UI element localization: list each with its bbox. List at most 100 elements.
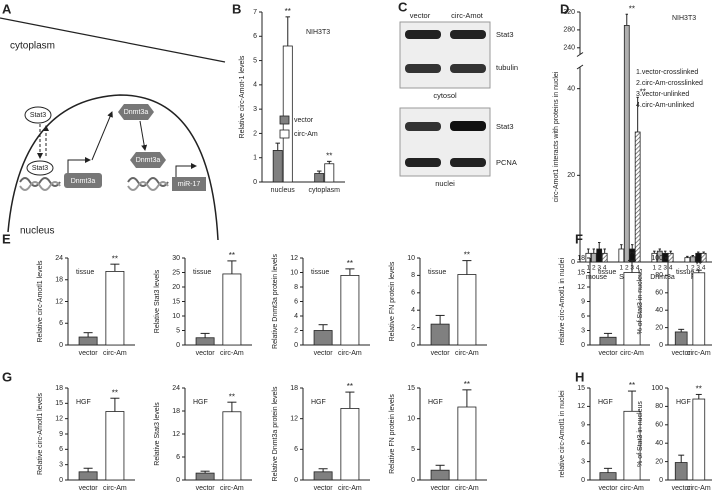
bar	[222, 273, 242, 346]
x-tick-label: circ-Am	[687, 350, 711, 357]
y-tick-label: 6	[59, 320, 63, 327]
western-blot: vector circ-Amot Stat3 tubulin cytosol S…	[399, 11, 518, 188]
x-tick-label: circ-Am	[687, 485, 711, 492]
legend-swatch	[279, 129, 290, 139]
y-tick-label: 280	[563, 27, 575, 34]
blot-row: Stat3	[496, 30, 514, 39]
band	[405, 158, 441, 167]
y-tick-label: 15	[172, 298, 180, 305]
bar-label: 1	[653, 265, 657, 272]
significance: **	[326, 151, 332, 160]
y-tick-label: 24	[55, 255, 63, 262]
bar	[618, 248, 625, 263]
bar	[78, 336, 98, 346]
bar	[195, 337, 215, 346]
panel-label: F	[575, 231, 583, 246]
y-tick-label: 80	[655, 403, 663, 410]
band	[405, 64, 441, 73]
x-tick-label: circ-Am	[620, 485, 644, 492]
y-axis-label: Relative circ-Amotl1 levels	[37, 260, 44, 343]
bar-label: 4	[702, 265, 706, 272]
y-tick-label: 0	[176, 342, 180, 349]
legend-label: circ-Am	[294, 131, 318, 138]
y-axis-label: Relative Stat3 levels	[154, 402, 161, 466]
x-tick-label: cytoplasm	[308, 187, 340, 194]
legend-label: vector	[294, 117, 314, 124]
significance: **	[629, 4, 635, 13]
bar	[105, 271, 125, 346]
bar	[634, 131, 641, 263]
annotation: NIH3T3	[672, 15, 696, 22]
y-tick-label: 6	[581, 440, 585, 447]
y-tick-label: 0	[581, 477, 585, 484]
legend-label: 1.vector-crosslinked	[636, 69, 698, 76]
legend-swatch	[279, 115, 290, 125]
bar	[689, 256, 696, 263]
annotation: HGF	[311, 399, 326, 406]
y-tick-label: 6	[294, 298, 298, 305]
y-tick-label: 2	[253, 130, 257, 137]
significance: **	[112, 254, 118, 263]
arrow	[175, 163, 197, 177]
y-tick-label: 8	[294, 284, 298, 291]
blot-row: tubulin	[496, 63, 518, 72]
significance: **	[285, 7, 291, 16]
x-tick-label: circ-Am	[455, 485, 479, 492]
bar	[313, 471, 333, 481]
y-axis-label: relative circ-Amotl1 in nuclei	[559, 390, 566, 478]
bar	[692, 398, 706, 481]
x-tick-label: vector	[314, 485, 334, 492]
bar	[430, 469, 450, 481]
stat3-icon	[24, 106, 52, 124]
y-tick-label: 12	[577, 284, 585, 291]
bar	[195, 472, 215, 481]
panel-label: D	[560, 1, 569, 16]
y-tick-label: 80	[655, 272, 663, 279]
bar	[430, 323, 450, 346]
y-tick-label: 12	[172, 431, 180, 438]
nuclear-membrane	[7, 94, 219, 241]
y-tick-label: 0	[571, 259, 575, 266]
y-tick-label: 320	[563, 9, 575, 16]
bar	[590, 252, 597, 263]
y-axis-label: relative circ-Amotl1 in nuclei	[559, 257, 566, 345]
y-tick-label: 5	[253, 57, 257, 64]
x-tick-label: vector	[672, 485, 692, 492]
stat3-dna-label: Stat3	[32, 165, 48, 172]
y-tick-label: 100	[651, 385, 663, 392]
arrow	[91, 111, 113, 161]
y-tick-label: 3	[59, 462, 63, 469]
y-axis-label: Relative circ-Amot-1 levels	[239, 55, 246, 138]
y-tick-label: 0	[253, 179, 257, 186]
bar	[222, 411, 242, 481]
y-tick-label: 25	[172, 269, 180, 276]
y-tick-label: 20	[567, 172, 575, 179]
bar-label: 1	[686, 265, 690, 272]
panel-label: H	[575, 369, 584, 384]
y-tick-label: 9	[581, 422, 585, 429]
bar	[457, 274, 477, 346]
y-tick-label: 8	[411, 272, 415, 279]
dnmt3a-gene-label: Dnmt3a	[71, 178, 96, 185]
x-tick-label: vector	[598, 485, 618, 492]
y-axis-label: Relative Dnmt3a protein levels	[272, 386, 279, 481]
bar	[324, 163, 335, 183]
y-tick-label: 18	[172, 408, 180, 415]
y-tick-label: 18	[55, 385, 63, 392]
panel-label: C	[398, 0, 408, 14]
y-axis-label: circ-Amot1 interacts with proteins in nu…	[553, 71, 560, 202]
band	[450, 64, 486, 73]
annotation: HGF	[193, 399, 208, 406]
blot-row: Stat3	[496, 122, 514, 131]
y-axis-label: Relative FN protein levels	[389, 261, 396, 341]
x-tick-label: Dnmt3a	[650, 274, 675, 281]
x-tick-label: circ-Am	[620, 350, 644, 357]
y-tick-label: 0	[659, 477, 663, 484]
stat3-icon	[26, 160, 54, 176]
band	[405, 30, 441, 39]
y-tick-label: 6	[411, 290, 415, 297]
bar	[340, 274, 360, 346]
bar-label: 2	[592, 265, 596, 272]
x-tick-label: vector	[79, 350, 99, 357]
